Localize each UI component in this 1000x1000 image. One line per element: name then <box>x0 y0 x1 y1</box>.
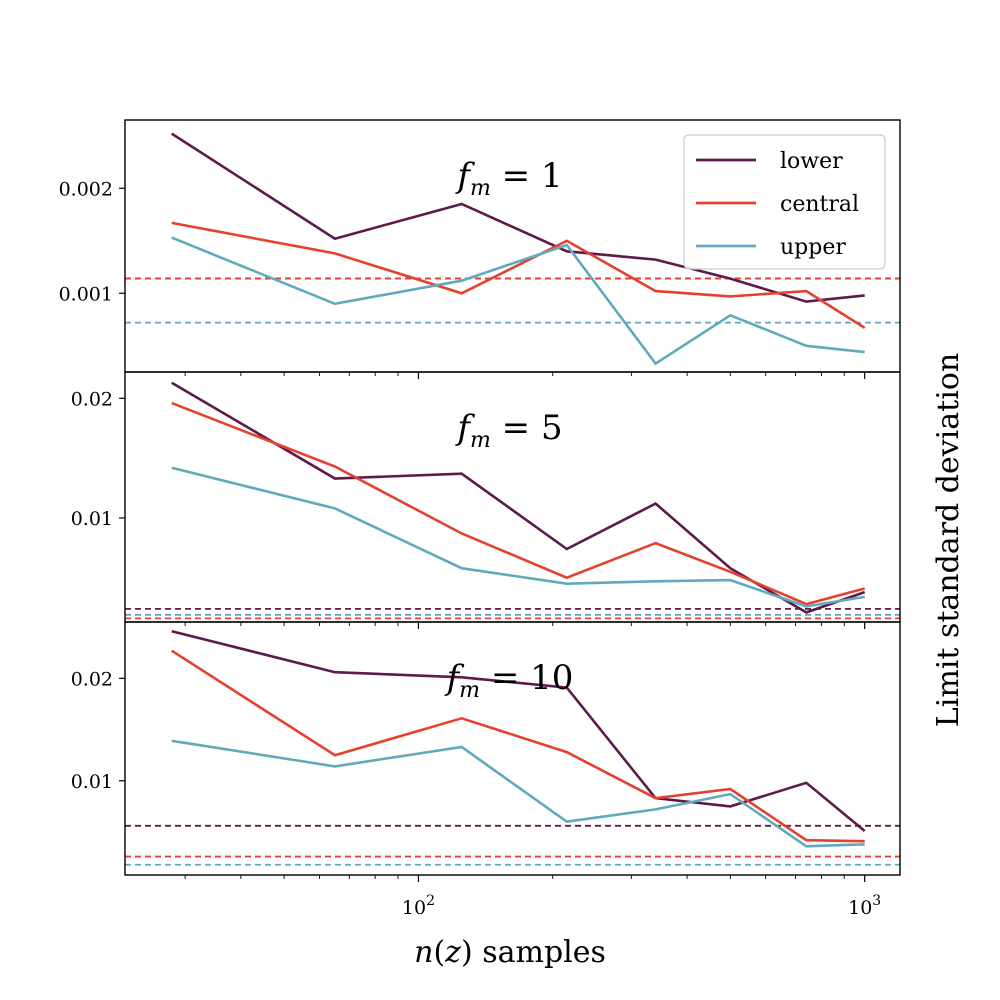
series-line-upper <box>171 466 865 608</box>
panels: 0.001 0.002 fm = 1 0.01 0.02 fm = 5 0.01 0.02 fm… <box>59 119 901 882</box>
series-line-upper <box>171 739 865 848</box>
x-tick-label: 103 <box>848 893 881 919</box>
panel-title: fm = 10 <box>444 658 574 703</box>
panel-plot-area <box>125 132 900 366</box>
y-tick-label: 0.02 <box>71 668 113 690</box>
legend-label-upper: upper <box>780 235 846 260</box>
series-line-central <box>171 401 866 606</box>
panel-2: 0.01 0.02 fm = 5 <box>71 371 901 629</box>
y-tick-label: 0.001 <box>59 283 113 305</box>
panel-3: 0.01 0.02 fm = 10 <box>71 621 901 882</box>
y-tick-label: 0.01 <box>71 771 113 793</box>
panel-plot-area <box>125 629 900 866</box>
series-line-central <box>171 221 866 329</box>
series-line-upper <box>171 236 865 366</box>
series-line-lower <box>171 629 866 833</box>
panel-title: fm = 5 <box>454 408 562 453</box>
panel-plot-area <box>125 381 900 620</box>
panel-title: fm = 1 <box>454 156 562 201</box>
legend-label-lower: lower <box>780 149 843 174</box>
y-tick-label: 0.02 <box>71 388 113 410</box>
series-line-central <box>170 649 865 843</box>
y-tick-label: 0.01 <box>71 508 113 530</box>
panel-frame <box>124 621 901 876</box>
y-axis-label: Limit standard deviation <box>931 353 966 727</box>
panel-1: 0.001 0.002 fm = 1 <box>59 119 901 379</box>
legend-box <box>683 134 886 270</box>
x-axis-label: n(z) samples <box>414 935 606 970</box>
series-line-lower <box>170 132 865 303</box>
y-tick-label: 0.002 <box>59 178 113 200</box>
x-tick-label: 102 <box>402 893 435 919</box>
legend-label-central: central <box>780 192 859 217</box>
x-axis: 102 103 <box>402 893 881 919</box>
legend: lower central upper <box>683 134 886 270</box>
